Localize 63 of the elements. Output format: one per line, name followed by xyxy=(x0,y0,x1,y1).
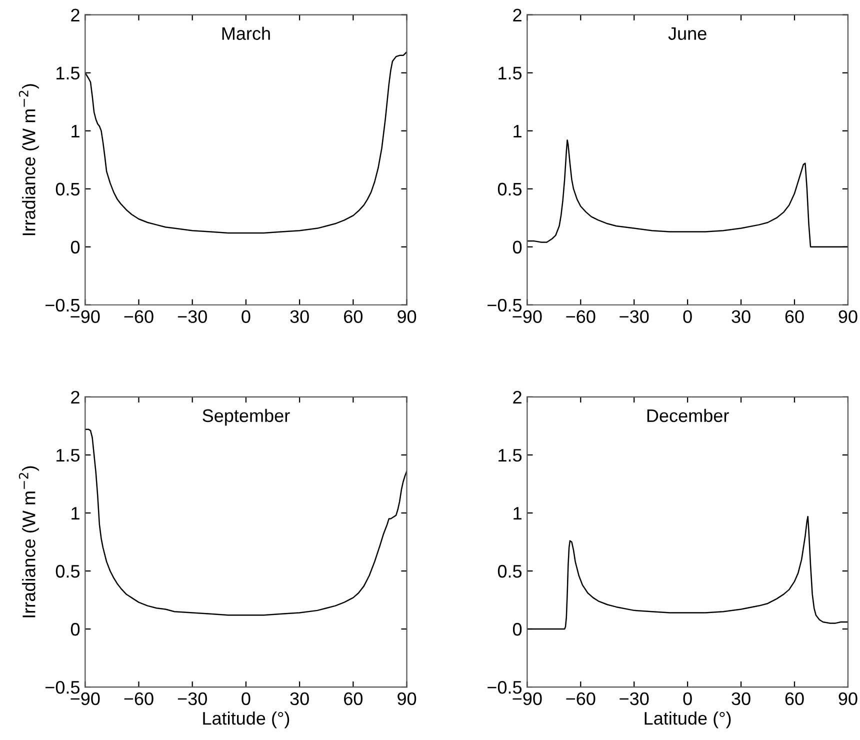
y-tick-label: −0.5 xyxy=(46,298,80,312)
x-tick-label: −90 xyxy=(512,310,542,324)
y-tick-label: 0 xyxy=(512,240,522,254)
y-tick-label: 1.5 xyxy=(498,449,522,462)
x-tick-label: −30 xyxy=(178,310,207,324)
text: March xyxy=(222,26,270,40)
y-tick-label: 1 xyxy=(514,507,522,520)
y-tick-label: 1 xyxy=(514,124,522,138)
x-tick-label: 90 xyxy=(838,692,858,706)
x-tick-label: −90 xyxy=(512,692,542,706)
x-tick-label: 60 xyxy=(785,310,804,324)
x-tick-label: 60 xyxy=(344,692,363,706)
x-axis-title: Latitude (°) xyxy=(203,711,290,728)
x-tick-label: −90 xyxy=(70,310,100,324)
x-tick-label: −60 xyxy=(124,692,154,706)
x-tick-label: 30 xyxy=(290,310,309,324)
x-tick-label: −30 xyxy=(620,692,649,706)
y-tick-label: 0 xyxy=(512,622,522,636)
x-tick-label: 60 xyxy=(344,310,363,324)
x-tick-label: 0 xyxy=(683,692,692,706)
y-tick-label: 1.5 xyxy=(56,449,80,462)
y-tick-label: −0.5 xyxy=(488,680,522,694)
y-tick-label: 1.5 xyxy=(498,66,522,80)
y-tick-label: −0.5 xyxy=(488,298,522,312)
y-tick-label: 0.5 xyxy=(498,182,522,196)
line-series xyxy=(85,428,407,616)
x-tick-label: −60 xyxy=(124,310,154,324)
y-tick-label: −0.5 xyxy=(46,680,80,694)
x-tick-label: 0 xyxy=(242,692,250,706)
y-tick-label: 0.5 xyxy=(56,564,80,578)
x-tick-label: −30 xyxy=(178,692,207,706)
x-tick-label: 30 xyxy=(732,310,750,324)
y-tick-label: 0 xyxy=(70,240,80,254)
x-tick-label: −60 xyxy=(566,692,596,706)
y-tick-label: 2 xyxy=(513,8,522,22)
y-tick-label: 1 xyxy=(72,124,80,138)
x-tick-label: 90 xyxy=(838,310,858,324)
x-tick-label: 60 xyxy=(785,692,804,706)
y-tick-label: 1.5 xyxy=(56,66,80,80)
x-tick-label: 30 xyxy=(290,692,309,706)
y-tick-label: 0.5 xyxy=(56,182,80,196)
x-tick-label: 90 xyxy=(398,310,416,324)
y-tick-label: 1 xyxy=(72,507,80,520)
y-axis-title: Irradiance (W m$^{−2}$) xyxy=(18,84,39,236)
y-tick-label: 0.5 xyxy=(498,564,522,578)
x-tick-label: −90 xyxy=(70,692,100,706)
y-tick-label: 0 xyxy=(70,622,80,636)
x-tick-label: 90 xyxy=(398,692,416,706)
x-tick-label: 0 xyxy=(242,310,250,324)
line-series xyxy=(527,516,848,630)
line-series xyxy=(527,139,848,248)
x-axis-title: Latitude (°) xyxy=(644,711,731,728)
y-tick-label: 2 xyxy=(71,390,80,404)
x-tick-label: 0 xyxy=(683,310,692,324)
text: June xyxy=(668,27,706,40)
text: September xyxy=(202,408,290,426)
y-tick-label: 2 xyxy=(71,8,80,22)
y-axis-title: Irradiance (W m$^{−2}$) xyxy=(18,466,39,618)
y-tick-label: 2 xyxy=(513,390,522,404)
x-tick-label: 30 xyxy=(732,692,750,706)
text: December xyxy=(647,408,729,422)
x-tick-label: −30 xyxy=(620,310,649,324)
x-tick-label: −60 xyxy=(566,310,596,324)
